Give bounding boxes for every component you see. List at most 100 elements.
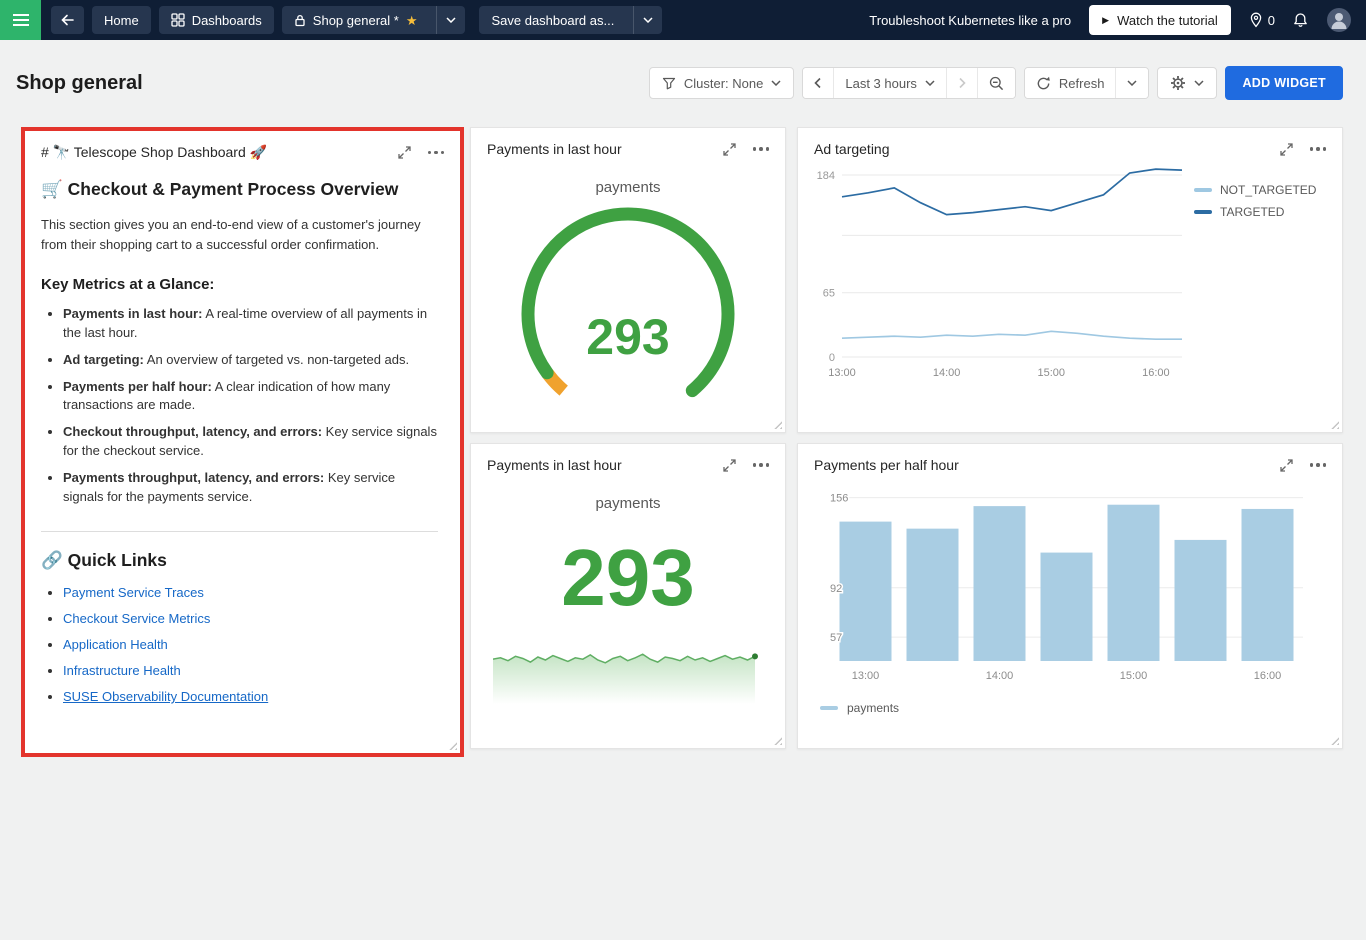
- quick-link[interactable]: Infrastructure Health: [63, 663, 181, 678]
- avatar-icon: [1326, 7, 1352, 33]
- resize-handle[interactable]: [773, 736, 782, 745]
- zoom-out-icon: [989, 76, 1004, 91]
- quick-link-item: SUSE Observability Documentation: [63, 688, 438, 706]
- time-back-button[interactable]: [803, 68, 833, 98]
- save-as-chevron[interactable]: [633, 6, 662, 34]
- chevron-down-icon: [446, 17, 456, 23]
- play-icon: ▶: [1102, 16, 1109, 25]
- quick-link[interactable]: Payment Service Traces: [63, 585, 204, 600]
- legend-swatch: [1194, 188, 1212, 192]
- lock-icon: [294, 14, 306, 27]
- expand-icon: [723, 143, 736, 156]
- ellipsis-icon: [1310, 147, 1327, 151]
- widget-payments-per-half-hour: Payments per half hour 156925713:0014:00…: [797, 443, 1343, 749]
- favorite-star-icon[interactable]: ★: [406, 14, 418, 27]
- refresh-button[interactable]: Refresh: [1025, 68, 1116, 98]
- pin-count: 0: [1268, 13, 1275, 28]
- save-dashboard-as: Save dashboard as...: [479, 6, 662, 34]
- save-as-label: Save dashboard as...: [491, 13, 614, 28]
- widget-payments-gauge: Payments in last hour payments 293: [470, 127, 786, 433]
- widget-menu-button[interactable]: [1310, 463, 1327, 467]
- back-button[interactable]: [51, 6, 84, 34]
- svg-text:65: 65: [823, 288, 835, 300]
- svg-text:184: 184: [817, 170, 835, 182]
- svg-text:14:00: 14:00: [933, 367, 961, 379]
- svg-text:16:00: 16:00: [1254, 670, 1282, 682]
- metric-bullet: Payments in last hour: A real-time overv…: [63, 305, 438, 343]
- funnel-icon: [662, 77, 676, 90]
- watch-tutorial-button[interactable]: ▶ Watch the tutorial: [1089, 5, 1231, 35]
- refresh-icon: [1036, 76, 1051, 91]
- expand-icon: [1280, 143, 1293, 156]
- widget-menu-button[interactable]: [753, 147, 770, 151]
- legend-row[interactable]: NOT_TARGETED: [1194, 183, 1316, 197]
- expand-widget-button[interactable]: [723, 459, 736, 472]
- svg-text:293: 293: [586, 309, 669, 365]
- topbar: Home Dashboards Shop general * ★ Save da…: [0, 0, 1366, 40]
- main-menu-button[interactable]: [0, 0, 41, 40]
- zoom-out-time-button[interactable]: [977, 68, 1015, 98]
- gear-icon: [1170, 75, 1186, 91]
- resize-handle[interactable]: [1330, 736, 1339, 745]
- nav-home[interactable]: Home: [92, 6, 151, 34]
- bell-icon: [1293, 12, 1308, 28]
- quick-link[interactable]: Checkout Service Metrics: [63, 611, 210, 626]
- home-label: Home: [104, 13, 139, 28]
- time-forward-button[interactable]: [946, 68, 977, 98]
- topbar-navigation: Home Dashboards Shop general * ★ Save da…: [51, 6, 869, 34]
- quick-link[interactable]: SUSE Observability Documentation: [63, 689, 268, 704]
- expand-widget-button[interactable]: [398, 146, 411, 159]
- notifications-button[interactable]: [1293, 12, 1308, 28]
- md-quick-links-heading: 🔗 Quick Links: [41, 550, 438, 571]
- divider: [41, 531, 438, 532]
- resize-handle[interactable]: [1330, 420, 1339, 429]
- svg-text:14:00: 14:00: [986, 670, 1014, 682]
- metric-value: 293: [561, 538, 694, 618]
- expand-widget-button[interactable]: [1280, 459, 1293, 472]
- gauge-chart: 293: [493, 202, 763, 414]
- line-chart: 18465013:0014:0015:0016:00: [804, 161, 1192, 391]
- widget-menu-button[interactable]: [428, 151, 445, 155]
- pinned-items-button[interactable]: 0: [1249, 12, 1275, 28]
- series-label: payments: [595, 495, 660, 512]
- resize-handle[interactable]: [773, 420, 782, 429]
- legend-row[interactable]: TARGETED: [1194, 205, 1316, 219]
- widget-menu-button[interactable]: [753, 463, 770, 467]
- svg-text:15:00: 15:00: [1120, 670, 1148, 682]
- bar-chart: 156925713:0014:0015:0016:00: [808, 475, 1322, 697]
- quick-links-list: Payment Service Traces Checkout Service M…: [41, 584, 438, 707]
- chevron-left-icon: [814, 77, 822, 89]
- chart-legend: payments: [798, 697, 1342, 715]
- expand-icon: [1280, 459, 1293, 472]
- resize-handle[interactable]: [448, 741, 457, 750]
- svg-text:15:00: 15:00: [1037, 367, 1065, 379]
- cluster-filter-button[interactable]: Cluster: None: [649, 67, 794, 99]
- widget-title: Payments in last hour: [487, 457, 723, 473]
- widget-markdown: # 🔭 Telescope Shop Dashboard 🚀 🛒 Checkou…: [25, 131, 460, 753]
- dashboard-settings-button[interactable]: [1157, 67, 1217, 99]
- save-dashboard-as-button[interactable]: Save dashboard as...: [479, 6, 626, 34]
- time-range-button[interactable]: Last 3 hours: [833, 68, 946, 98]
- widget-menu-button[interactable]: [1310, 147, 1327, 151]
- ellipsis-icon: [428, 151, 445, 155]
- widget-title: Payments per half hour: [814, 457, 1280, 473]
- nav-dashboards[interactable]: Dashboards: [159, 6, 274, 34]
- chevron-down-icon: [643, 17, 653, 23]
- refresh-options-chevron[interactable]: [1115, 68, 1148, 98]
- highlighted-widget-outline: # 🔭 Telescope Shop Dashboard 🚀 🛒 Checkou…: [21, 127, 464, 757]
- refresh-label: Refresh: [1059, 76, 1105, 91]
- widget-payments-number: Payments in last hour payments 293: [470, 443, 786, 749]
- dashboard-toolbar: Cluster: None Last 3 hours Refresh: [649, 66, 1343, 100]
- current-dashboard-button[interactable]: Shop general * ★: [282, 6, 430, 34]
- quick-link[interactable]: Application Health: [63, 637, 168, 652]
- svg-text:57: 57: [830, 632, 842, 644]
- expand-widget-button[interactable]: [723, 143, 736, 156]
- expand-widget-button[interactable]: [1280, 143, 1293, 156]
- ellipsis-icon: [753, 147, 770, 151]
- dashboard-menu-chevron[interactable]: [436, 6, 465, 34]
- watch-tutorial-label: Watch the tutorial: [1117, 13, 1218, 28]
- user-avatar[interactable]: [1326, 7, 1352, 33]
- legend-swatch: [820, 706, 838, 710]
- add-widget-button[interactable]: ADD WIDGET: [1225, 66, 1343, 100]
- quick-link-item: Application Health: [63, 636, 438, 654]
